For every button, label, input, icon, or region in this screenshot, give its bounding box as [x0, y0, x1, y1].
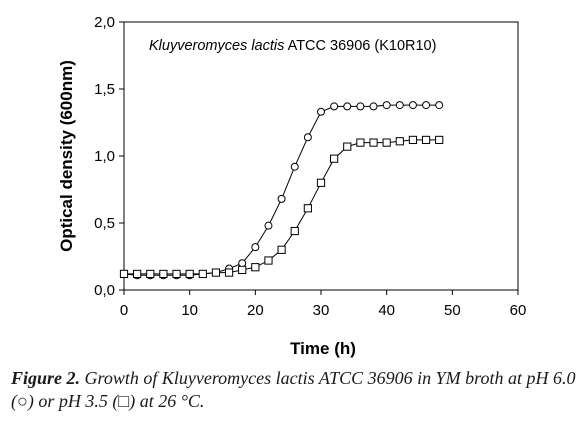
data-point-circle	[264, 221, 273, 230]
data-point-square	[435, 135, 444, 145]
x-tick-label: 60	[510, 302, 527, 319]
data-point-square	[238, 265, 247, 274]
data-point-square	[343, 142, 352, 151]
data-point-square	[382, 138, 391, 147]
data-point-square	[224, 268, 234, 277]
x-tick-label: 50	[444, 302, 461, 319]
annotation-species: Kluyveromyces lactis	[149, 38, 284, 54]
figure-caption: Figure 2. Growth of Kluyveromyces lactis…	[11, 367, 576, 413]
chart-annotation: Kluyveromyces lactis ATCC 36906 (K10R10)	[149, 38, 436, 54]
data-point-square	[146, 269, 155, 279]
data-point-circle	[369, 102, 378, 111]
data-point-square	[264, 256, 273, 265]
data-point-square	[251, 263, 260, 272]
data-point-circle	[317, 107, 325, 116]
growth-chart: 0 10 20 30 40 50 60 0,0 0,5 1,0 1,5 2,0 Kluyveromyc…	[57, 14, 526, 358]
data-point-square	[303, 204, 312, 213]
data-point-square	[198, 269, 207, 279]
annotation-strain: ATCC 36906 (K10R10)	[284, 38, 436, 54]
data-point-square	[330, 154, 339, 163]
data-point-circle	[303, 133, 312, 142]
x-tick-label: 10	[181, 302, 198, 319]
data-point-square	[172, 269, 181, 279]
data-point-circle	[343, 102, 352, 111]
data-point-square	[290, 226, 299, 236]
caption-label: Figure 2.	[11, 368, 81, 388]
data-point-circle	[251, 243, 260, 252]
data-point-circle	[330, 102, 339, 111]
data-point-square	[369, 138, 378, 147]
data-point-square	[408, 135, 418, 145]
data-point-circle	[356, 102, 365, 111]
data-point-square	[119, 269, 129, 279]
data-point-square	[395, 137, 404, 146]
x-axis-title: Time (h)	[290, 339, 356, 358]
caption-text: Growth of Kluyveromyces lactis ATCC 3690…	[11, 368, 576, 411]
data-point-circle	[382, 101, 391, 110]
data-point-square	[185, 269, 194, 279]
data-point-square	[159, 269, 168, 279]
data-point-circle	[238, 259, 247, 268]
data-point-circle	[435, 101, 444, 110]
data-point-square	[133, 269, 142, 279]
data-point-circle	[422, 101, 431, 110]
y-tick-label: 0,0	[94, 282, 115, 299]
data-point-square	[211, 268, 221, 277]
x-tick-label: 40	[378, 302, 395, 319]
y-tick-label: 2,0	[94, 14, 115, 31]
data-point-square	[316, 178, 326, 187]
data-point-circle	[277, 194, 286, 203]
data-point-circle	[395, 101, 404, 110]
y-tick-label: 1,5	[94, 81, 115, 98]
data-point-circle	[290, 162, 299, 171]
axis-ticks: 0 10 20 30 40 50 60 0,0 0,5 1,0 1,5 2,0	[94, 14, 526, 319]
y-tick-label: 1,0	[94, 148, 115, 165]
data-point-square	[277, 245, 286, 254]
plot-frame	[123, 21, 519, 291]
y-tick-label: 0,5	[94, 215, 115, 232]
series-layer	[119, 101, 444, 280]
x-tick-label: 20	[247, 302, 264, 319]
data-point-circle	[408, 101, 417, 110]
x-tick-label: 0	[120, 302, 128, 319]
y-axis-title: Optical density (600nm)	[57, 60, 76, 252]
data-point-square	[356, 138, 365, 147]
x-tick-label: 30	[313, 302, 330, 319]
data-point-square	[421, 135, 431, 145]
